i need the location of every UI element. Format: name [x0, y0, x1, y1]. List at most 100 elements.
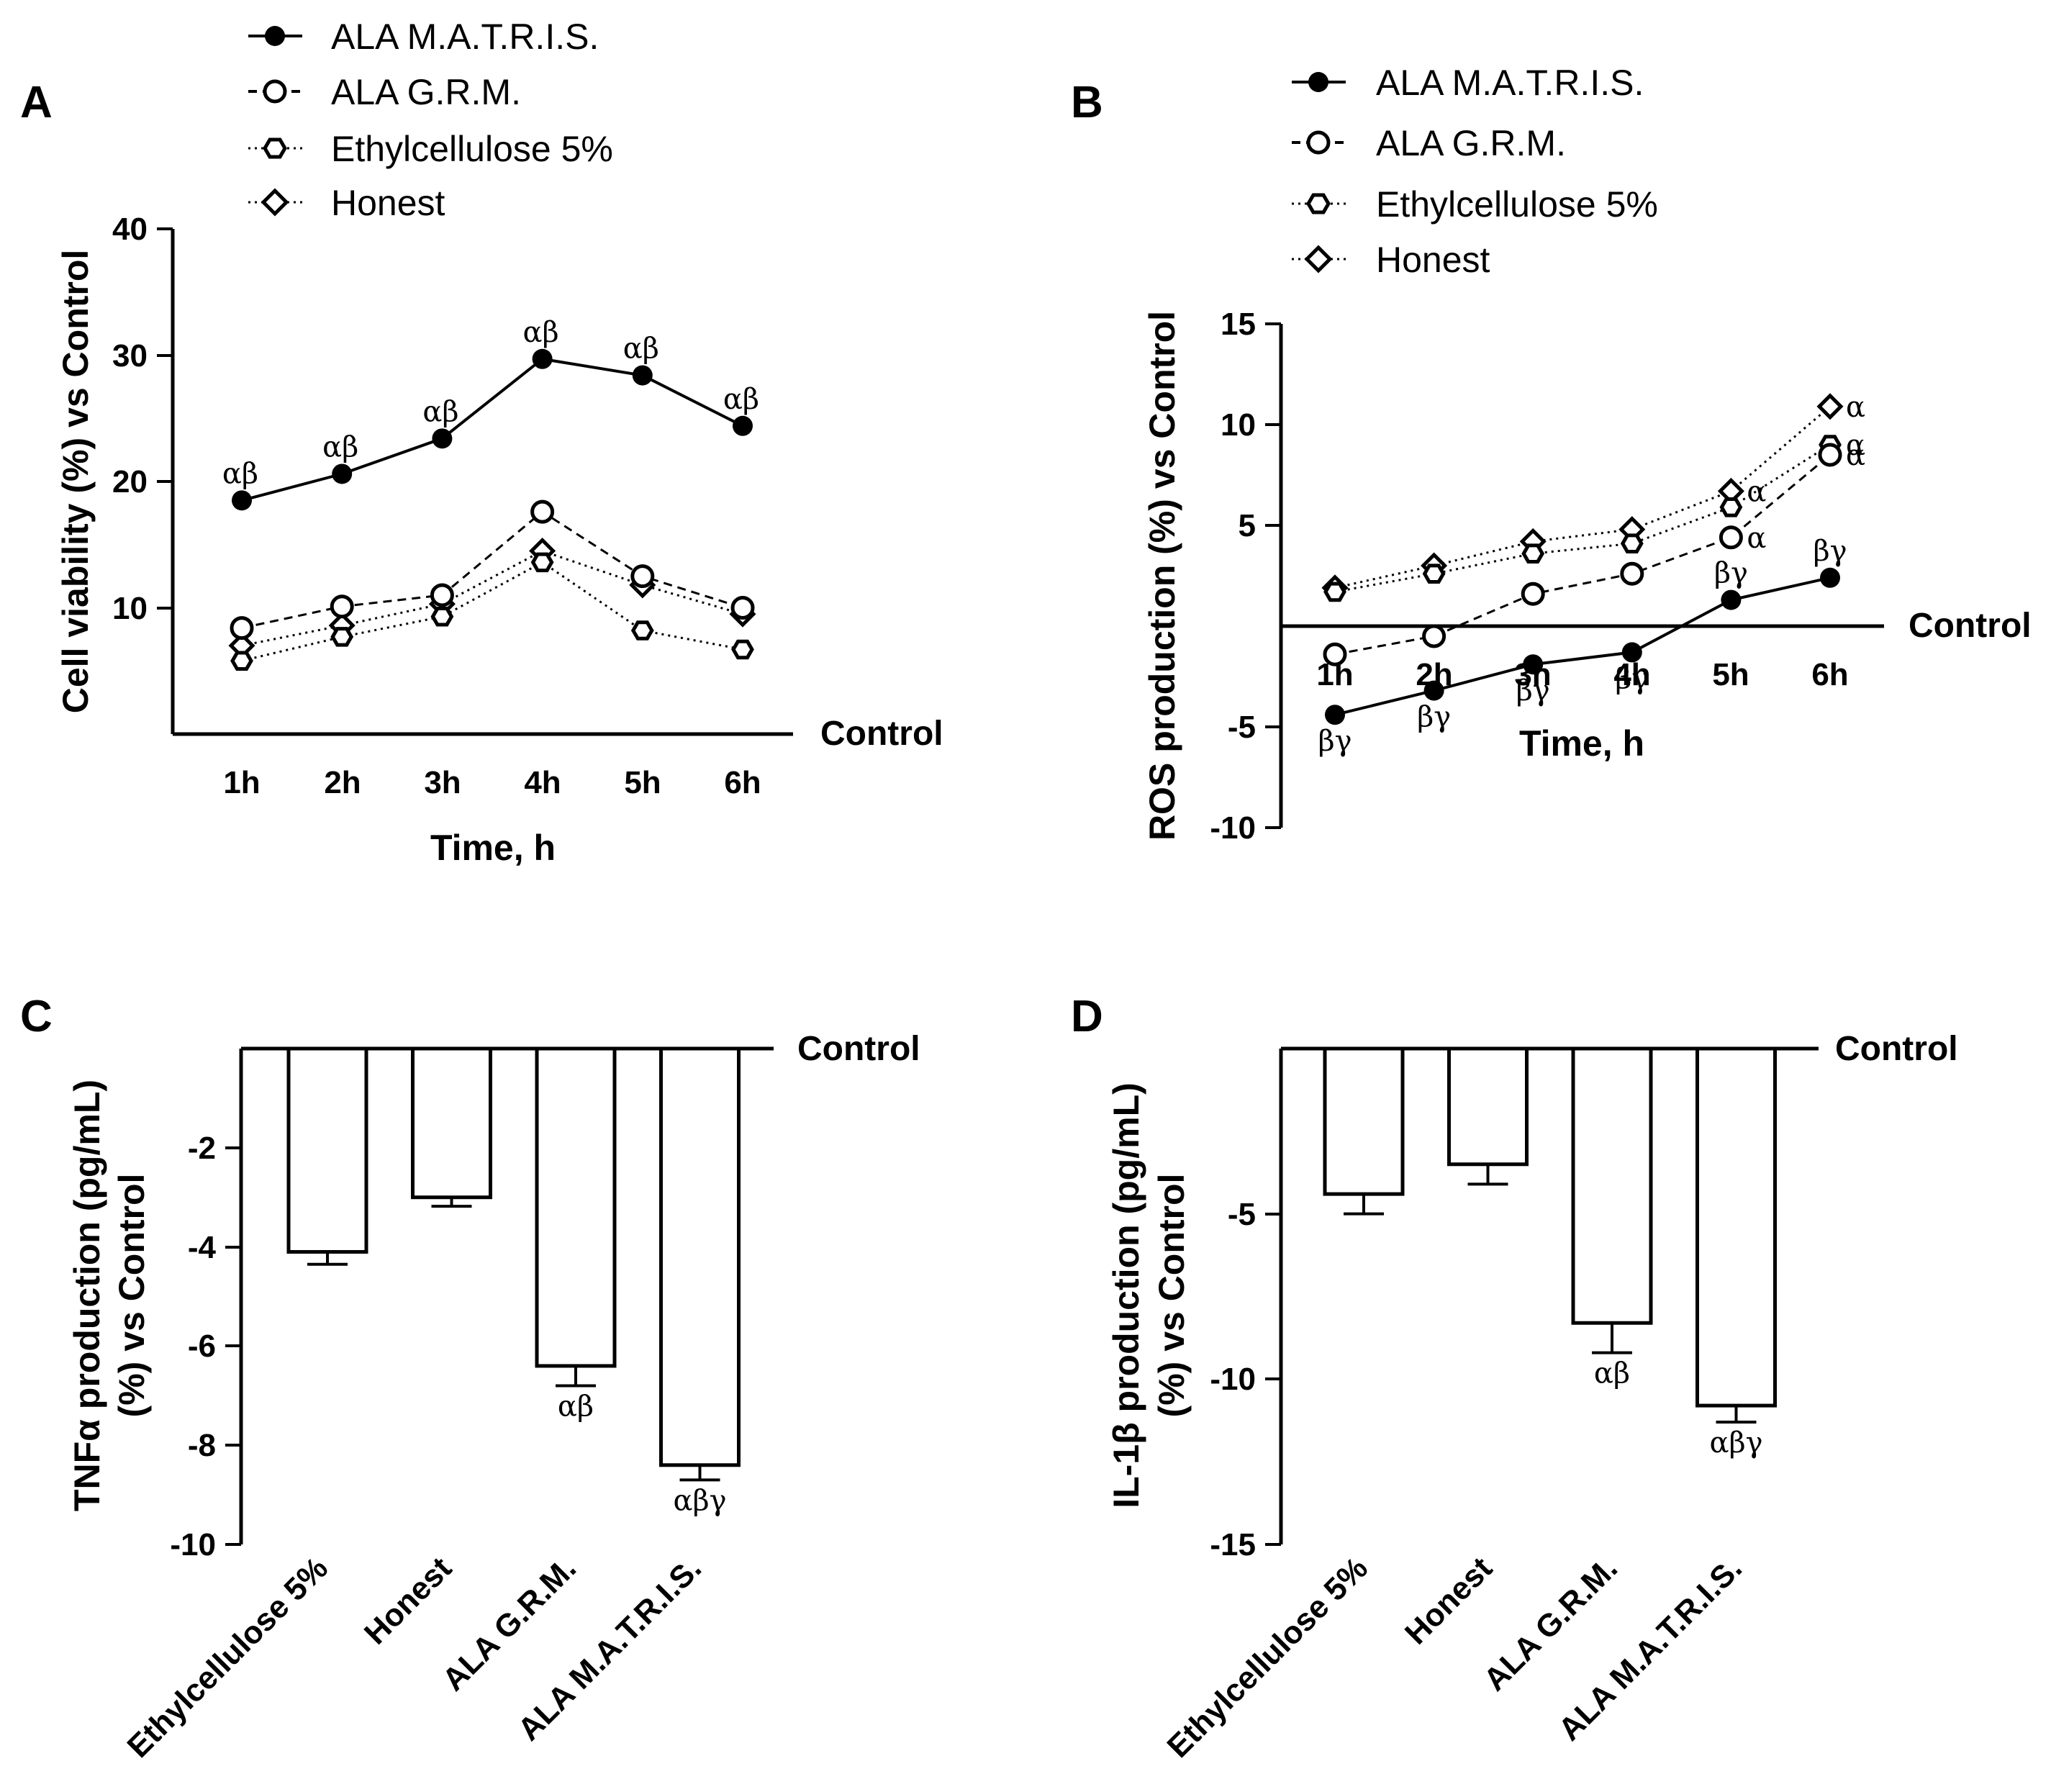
panel-a-xtick-label: 5h	[624, 765, 661, 800]
panel-a-point-s0-2	[432, 428, 453, 449]
panel-d-xtick-label: Honest	[1398, 1550, 1499, 1651]
panel-c-bar-2	[535, 1046, 617, 1368]
panel-b-point-s0-4	[1721, 589, 1742, 610]
legend-marker-b-0	[1308, 72, 1328, 92]
panel-d-bar-3	[1695, 1046, 1777, 1408]
panel-b-y-axis-title: ROS production (%) vs Control	[1142, 311, 1182, 841]
panel-d-plot-area: αβ αβγ	[1323, 1046, 1777, 1460]
panel-letter-c: C	[20, 992, 53, 1041]
legend-label-a-3: Honest	[331, 183, 445, 223]
panel-d-annotation-3: αβγ	[1709, 1426, 1762, 1460]
panel-c-ytick-label: -10	[170, 1527, 216, 1562]
panel-b-x-ticks: 1h 2h 3h 4h 5h 6h	[1316, 657, 1848, 692]
panel-b-point-s1-2	[1521, 582, 1545, 606]
panel-a-legend: ALA M.A.T.R.I.S. ALA G.R.M. Ethylcellulo…	[248, 17, 613, 223]
panel-b-point-s0-0	[1325, 705, 1345, 725]
panel-a-xtick-label: 4h	[524, 765, 561, 800]
legend-label-b-0: ALA M.A.T.R.I.S.	[1376, 63, 1644, 103]
legend-entry-a-1: ALA G.R.M.	[248, 72, 521, 112]
panel-b-point-s0-5	[1820, 567, 1840, 588]
panel-b-xtick-label: 4h	[1613, 657, 1650, 692]
legend-label-a-0: ALA M.A.T.R.I.S.	[331, 17, 599, 57]
panel-b-annotation-s2-5: α	[1846, 429, 1865, 462]
panel-c-bar-0	[286, 1046, 368, 1254]
panel-b-annotation-s0-5: βγ	[1813, 535, 1847, 568]
panel-a-point-s1-4	[630, 564, 655, 589]
panel-b-legend: ALA M.A.T.R.I.S. ALA G.R.M. Ethylcellulo…	[1292, 63, 1658, 280]
panel-letter-b: B	[1071, 78, 1103, 127]
panel-d-y-axis-title-line-1: IL-1β production (pg/mL)	[1106, 1082, 1146, 1508]
panel-a-control-label: Control	[820, 715, 943, 753]
panel-b-y-ticks: -10 -5 5 10 15	[1210, 307, 1281, 846]
panel-c-bar-3	[659, 1046, 741, 1467]
panel-b-series-line-0	[1334, 576, 1831, 717]
panel-a-xtick-label: 6h	[724, 765, 761, 800]
panel-a-point-s0-4	[632, 365, 653, 386]
panel-b-x-axis-title: Time, h	[1519, 723, 1644, 764]
panel-a-x-axis-title: Time, h	[430, 828, 556, 868]
panel-b-point-s1-0	[1323, 642, 1347, 666]
panel-a-point-s1-2	[430, 583, 454, 607]
panel-a-annotation-s0-2: αβ	[422, 395, 458, 428]
panel-b-point-s1-4	[1719, 525, 1743, 550]
panel-b-series-line-2	[1334, 443, 1831, 593]
panel-a-point-s1-5	[730, 596, 755, 620]
panel-c-y-axis-title-line-1: TNFα production (pg/mL)	[67, 1080, 107, 1511]
legend-label-b-3: Honest	[1376, 240, 1490, 280]
panel-a-xtick-label: 3h	[424, 765, 461, 800]
panel-c-ytick-label: -2	[188, 1131, 216, 1166]
panel-b-series-line-3	[1334, 405, 1831, 589]
panel-b-ytick-label: -5	[1228, 710, 1256, 745]
legend-entry-a-2: Ethylcellulose 5%	[248, 129, 613, 169]
panel-a-xtick-label: 1h	[223, 765, 260, 800]
panel-a-point-s2-4	[630, 620, 654, 641]
legend-entry-a-3: Honest	[248, 183, 445, 223]
panel-b-ytick-label: -10	[1210, 810, 1256, 846]
panel-b-ytick-label: 10	[1221, 407, 1256, 443]
panel-a-series-line-1	[241, 510, 743, 630]
panel-a-y-axis-title: Cell viability (%) vs Control	[55, 250, 96, 714]
panel-a-point-s0-0	[232, 490, 252, 511]
panel-a-point-s2-1	[330, 627, 354, 647]
panel-b-xtick-label: 6h	[1811, 657, 1848, 692]
panel-c-bar-1	[411, 1046, 492, 1200]
panel-a-point-s1-3	[530, 499, 555, 524]
panel-b-point-s1-5	[1818, 443, 1842, 467]
panel-a-ytick-label: 40	[112, 212, 148, 247]
panel-a-annotation-s0-0: αβ	[222, 457, 258, 490]
panel-a-ytick-label: 20	[112, 464, 148, 499]
panel-a-point-s2-2	[430, 607, 454, 627]
panel-d-bar-2	[1571, 1046, 1653, 1325]
panel-a-annotation-s0-5: αβ	[723, 383, 759, 416]
panel-b-point-s2-4	[1719, 497, 1743, 517]
panel-a-y-ticks: 10 20 30 40	[112, 212, 173, 626]
legend-entry-b-0: ALA M.A.T.R.I.S.	[1292, 63, 1644, 103]
panel-d-ytick-label: -5	[1228, 1197, 1256, 1232]
legend-marker-a-1	[263, 79, 287, 104]
panel-b-point-s0-3	[1621, 642, 1642, 663]
legend-entry-a-0: ALA M.A.T.R.I.S.	[248, 17, 599, 57]
panel-a-point-s0-1	[332, 463, 353, 484]
panel-a-annotation-s0-1: αβ	[322, 430, 358, 463]
legend-entry-b-1: ALA G.R.M.	[1292, 123, 1566, 163]
panel-d-y-ticks: -5 -10 -15	[1210, 1197, 1281, 1562]
panel-b-annotation-s0-3: βγ	[1615, 662, 1649, 695]
panel-c-ytick-label: -6	[188, 1329, 216, 1364]
panel-b-annotation-s0-0: βγ	[1318, 725, 1352, 758]
legend-entry-b-3: Honest	[1292, 240, 1490, 280]
panel-d: D Control -5 -10 -15 Ethylcellulose 5% H…	[1071, 992, 1958, 1765]
panel-c-control-label: Control	[797, 1030, 920, 1068]
panel-letter-d: D	[1071, 992, 1103, 1041]
legend-marker-a-0	[265, 26, 285, 46]
panel-d-ytick-label: -10	[1210, 1362, 1256, 1397]
panel-c-y-ticks: -2 -4 -6 -8 -10	[170, 1131, 241, 1562]
panel-b-annotation-s0-4: βγ	[1714, 557, 1748, 590]
legend-marker-b-2	[1306, 193, 1331, 214]
panel-a-point-s1-1	[330, 594, 354, 619]
panel-d-xtick-label: Ethylcellulose 5%	[1161, 1550, 1375, 1764]
legend-marker-a-3	[261, 188, 289, 217]
panel-b-annotation-s3-5: α	[1846, 391, 1865, 424]
panel-a-ytick-label: 10	[112, 591, 148, 626]
panel-c: C Control -2 -4 -6 -8 -10 Ethylcellulose…	[20, 992, 920, 1765]
